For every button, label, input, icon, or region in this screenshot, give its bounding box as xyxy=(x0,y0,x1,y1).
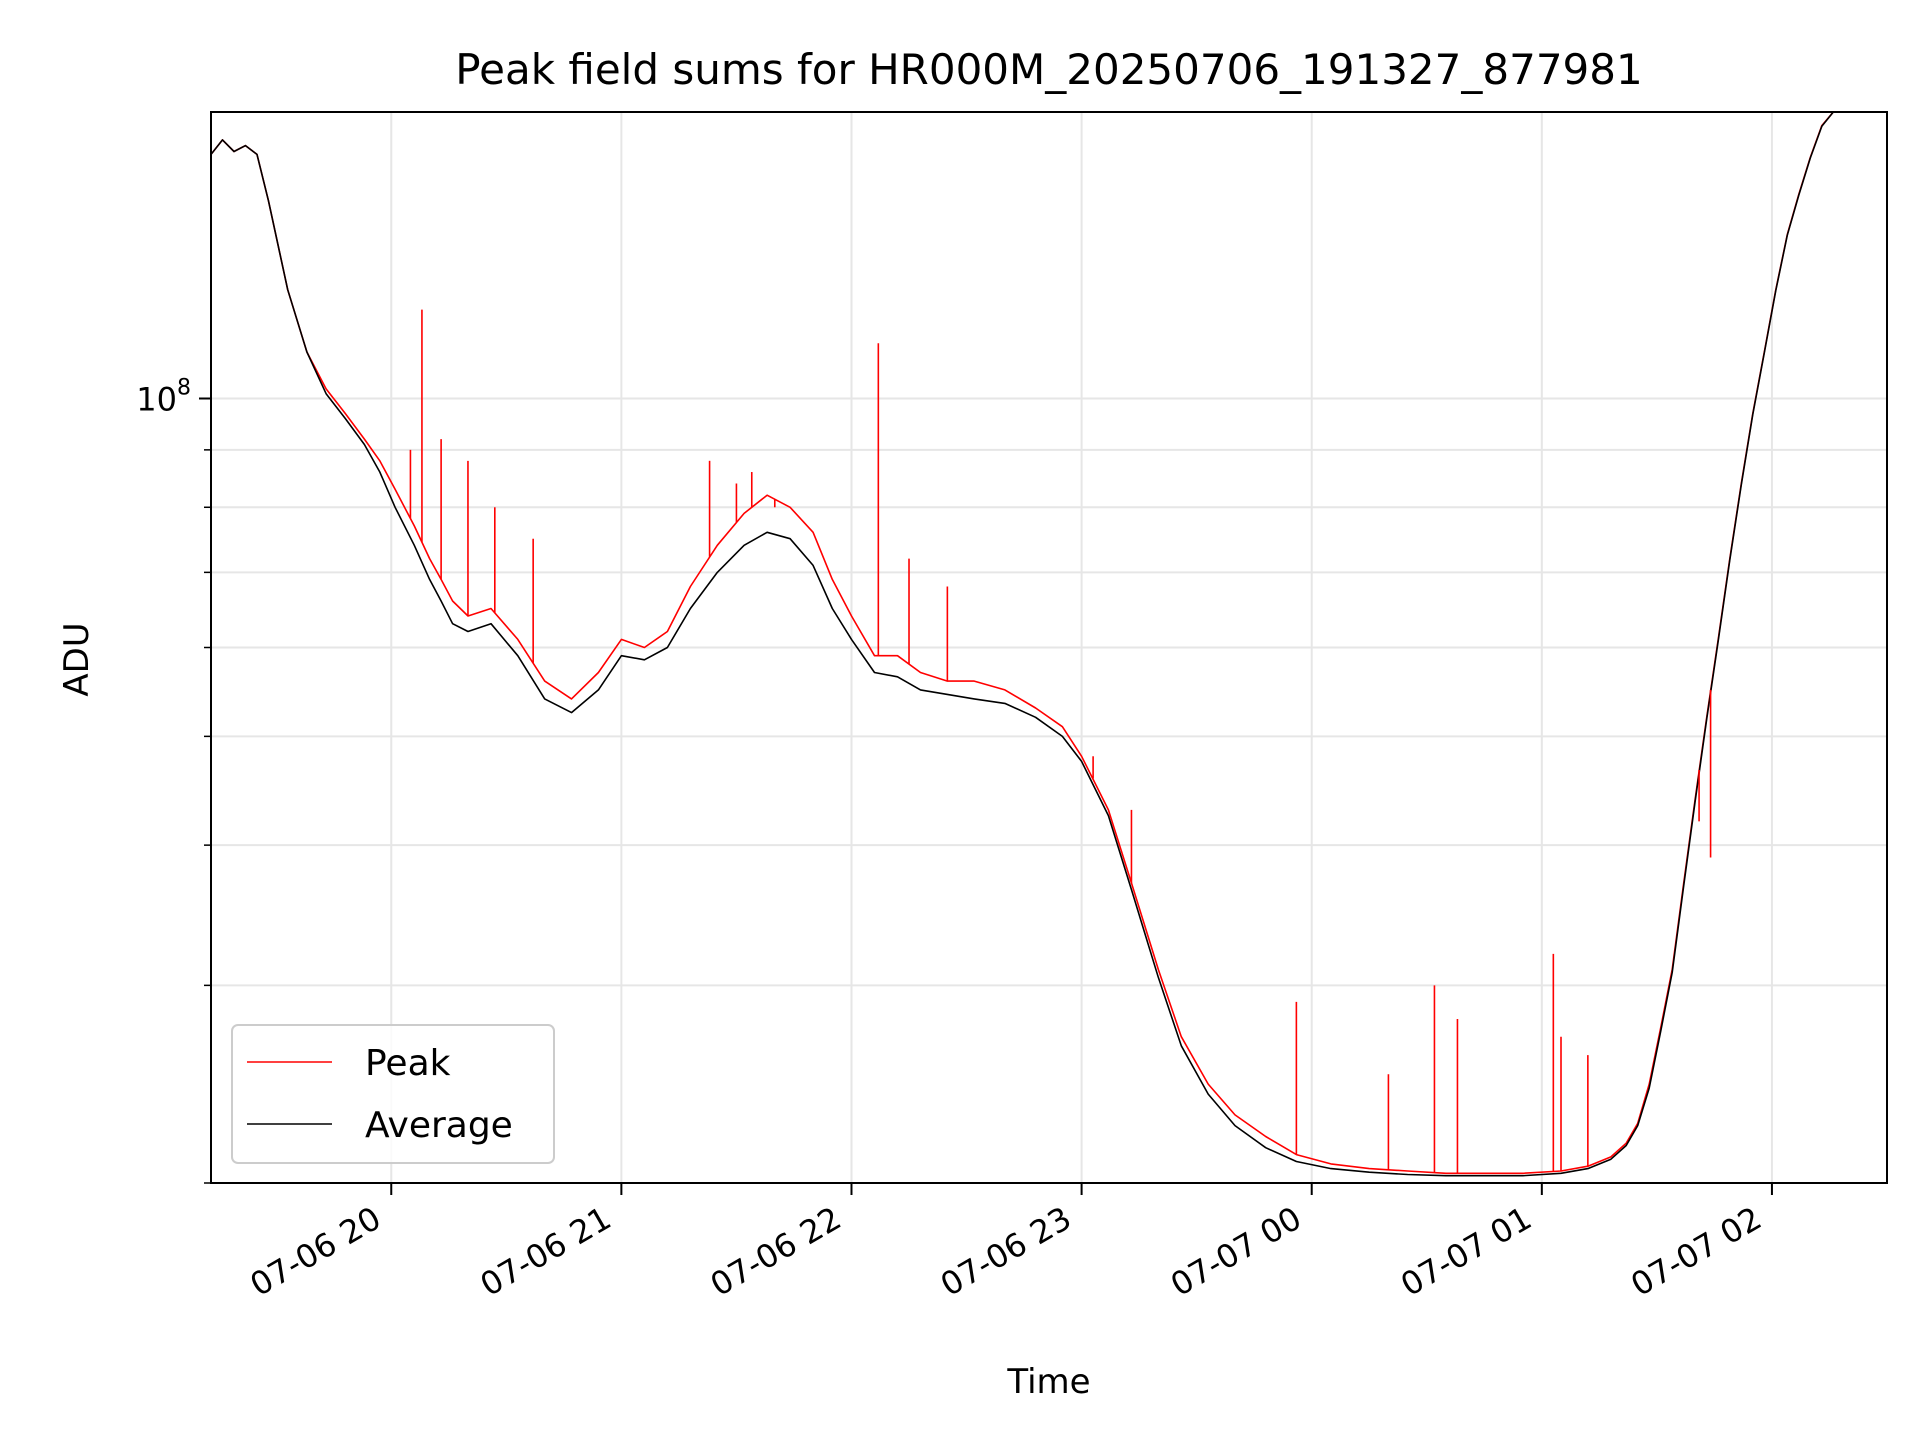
legend: Peak Average xyxy=(231,1024,555,1164)
x-tick-label: 07-07 00 xyxy=(1164,1199,1308,1304)
x-tick-label: 07-06 20 xyxy=(244,1199,388,1304)
legend-box xyxy=(231,1024,555,1164)
legend-label-peak: Peak xyxy=(365,1043,451,1084)
series-layer xyxy=(211,112,1834,1177)
y-tick-label: 108 xyxy=(136,376,191,419)
series-line-peak xyxy=(211,112,1834,1175)
legend-label-average: Average xyxy=(365,1105,513,1146)
x-tick-label: 07-07 02 xyxy=(1624,1199,1768,1304)
x-axis-label: Time xyxy=(1006,1362,1090,1402)
series-line-average xyxy=(211,112,1834,1177)
x-tick-label: 07-07 01 xyxy=(1394,1199,1538,1304)
y-axis-label: ADU xyxy=(57,622,97,696)
x-tick-label: 07-06 22 xyxy=(704,1199,848,1304)
x-tick-label: 07-06 21 xyxy=(474,1199,618,1304)
grid-layer xyxy=(211,112,1887,1184)
chart-title: Peak field sums for HR000M_20250706_1913… xyxy=(455,45,1642,94)
x-tick-label: 07-06 23 xyxy=(934,1199,1078,1304)
tick-layer: 07-06 20 07-06 21 07-06 22 07-06 23 07-07 00… xyxy=(136,376,1773,1304)
